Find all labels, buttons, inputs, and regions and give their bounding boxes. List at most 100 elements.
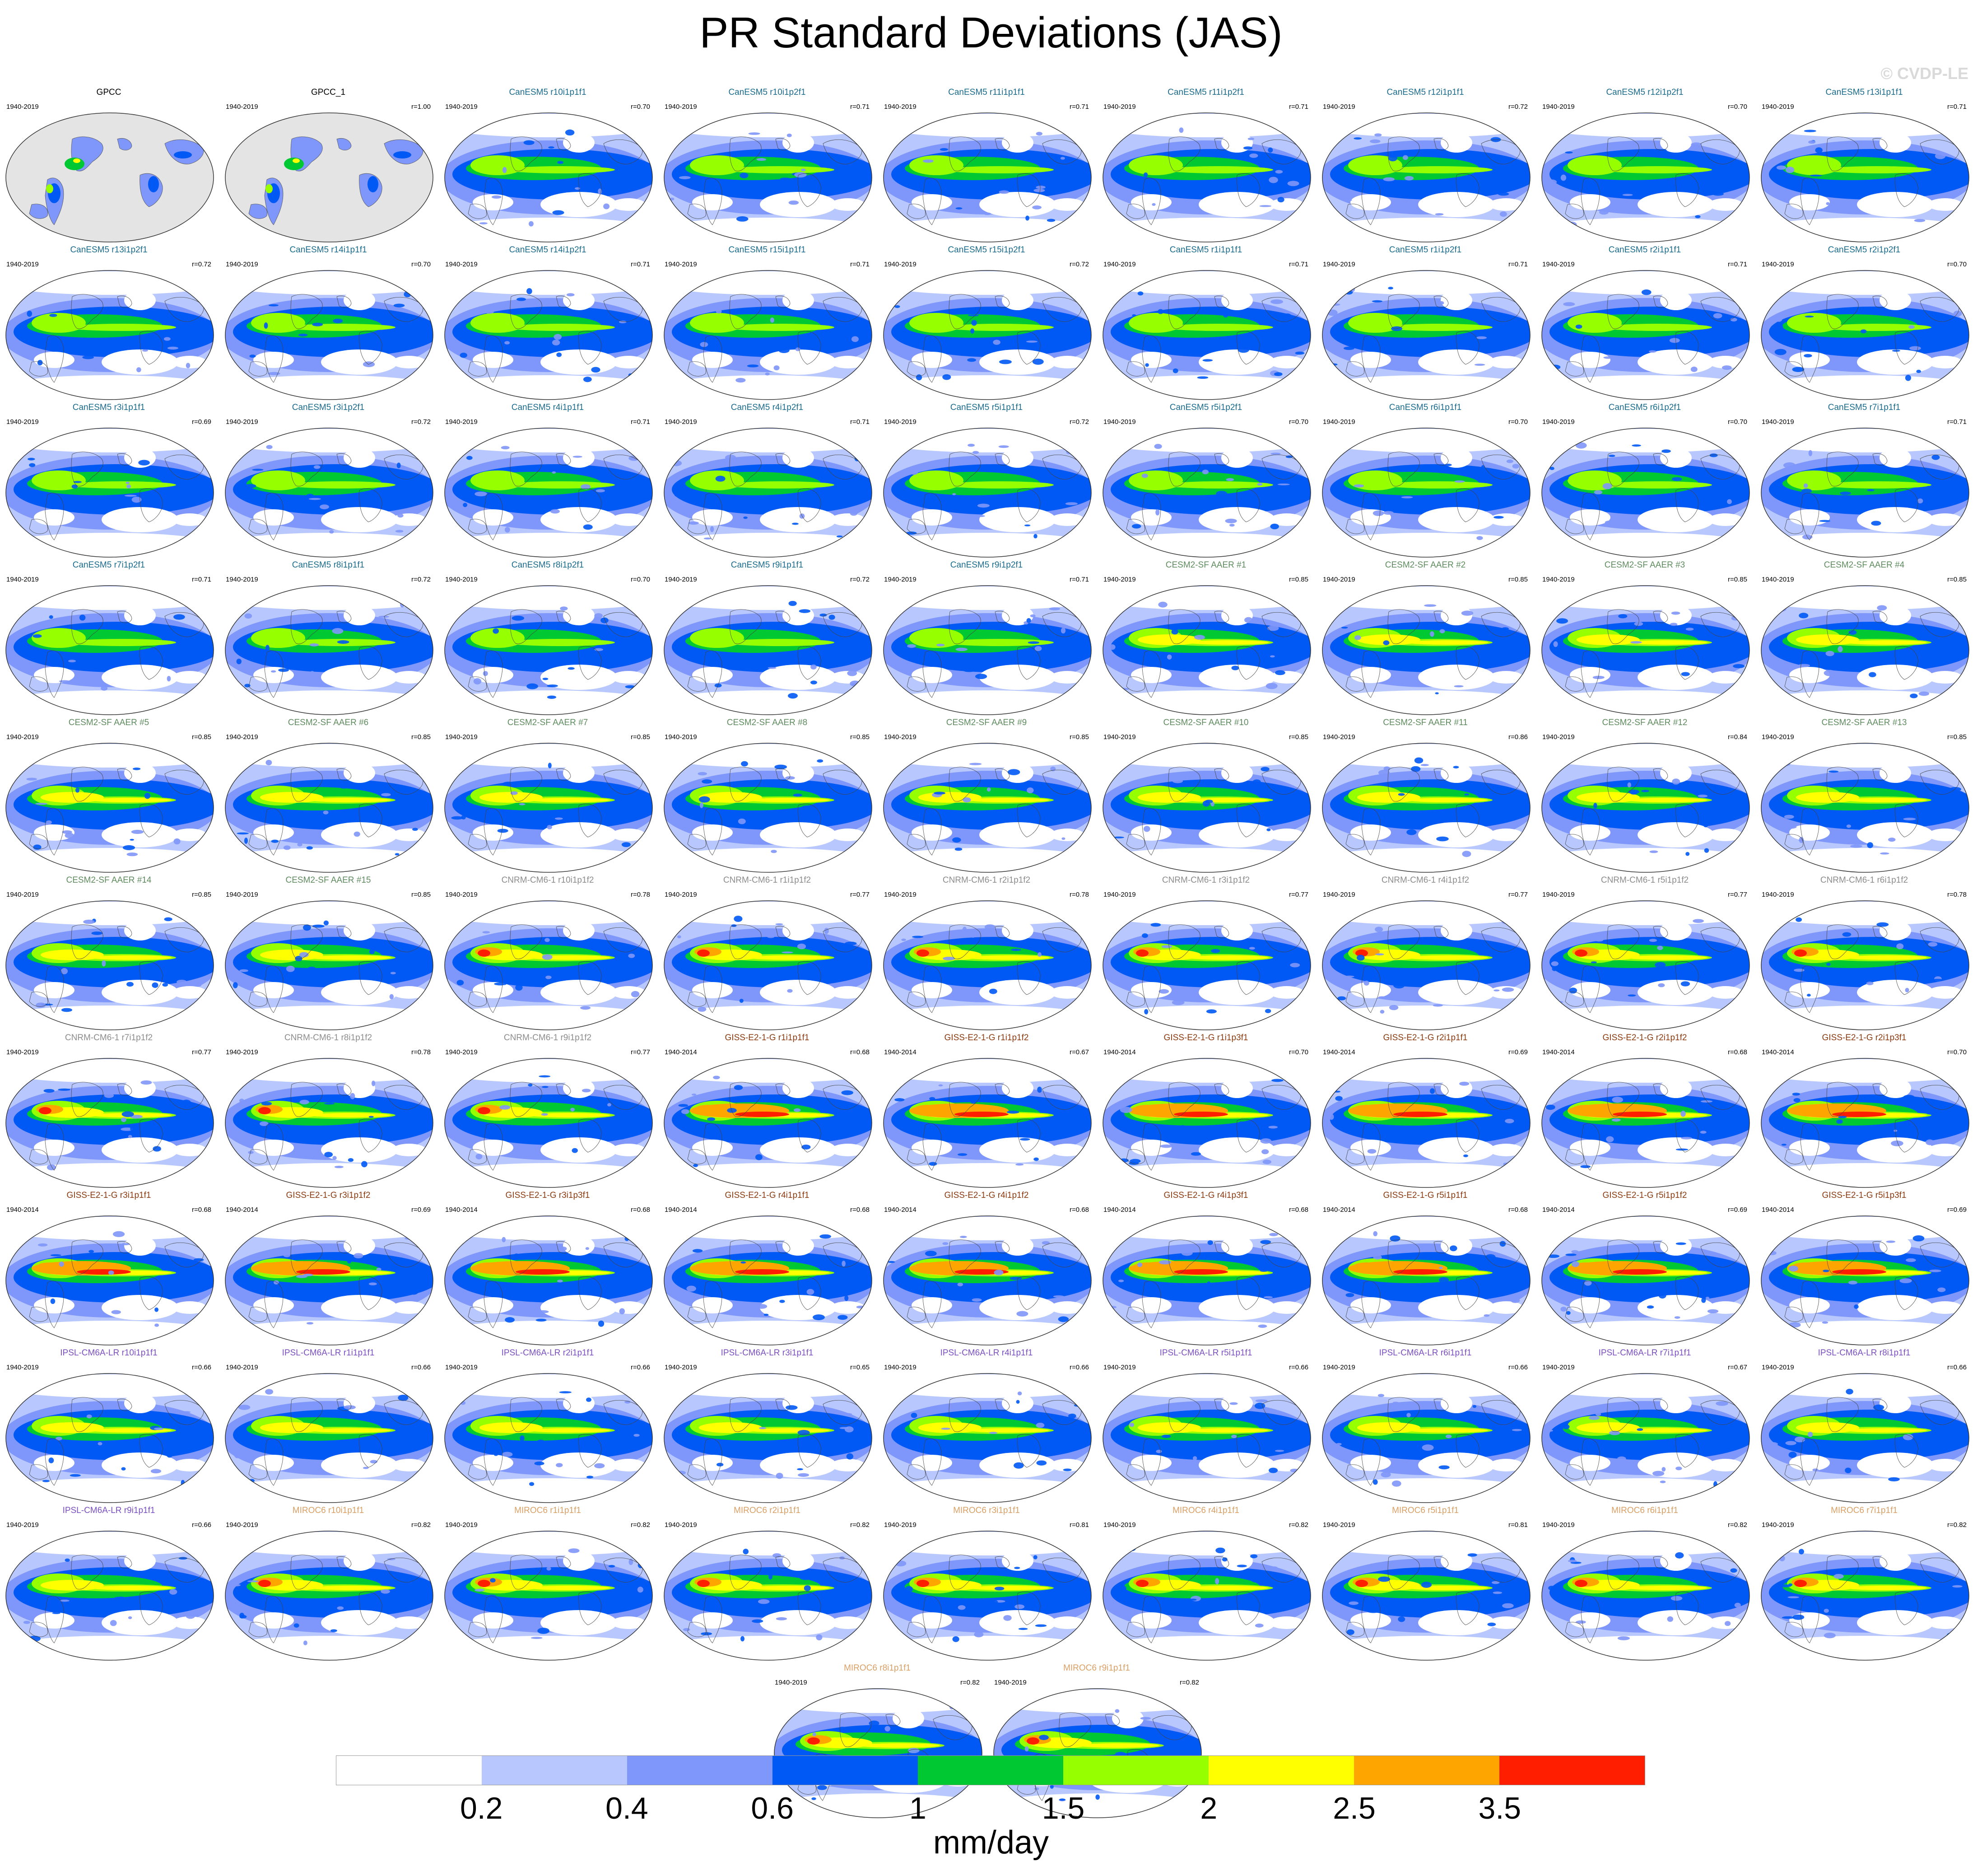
precip-stddev-map	[1761, 900, 1969, 1030]
colorbar-units-label: mm/day	[933, 1825, 1049, 1861]
panel-period: 1940-2014	[665, 1206, 697, 1214]
map-panel: CanESM5 r13i1p1f1 1940-2019 r=0.71	[1755, 88, 1973, 245]
map-panel: CanESM5 r5i1p2f1 1940-2019 r=0.70	[1097, 403, 1315, 560]
panel-pattern-correlation: r=0.66	[1070, 1364, 1089, 1371]
map-outline	[883, 1058, 1092, 1188]
map-panel: CESM2-SF AAER #14 1940-2019 r=0.85	[0, 875, 218, 1033]
precip-stddev-map	[5, 585, 214, 715]
colorbar-tick-label: 2.5	[1333, 1791, 1376, 1825]
map-panel: CanESM5 r1i1p2f1 1940-2019 r=0.71	[1317, 245, 1534, 402]
panel-period: 1940-2014	[1323, 1206, 1355, 1214]
map-outline	[993, 1688, 1202, 1818]
panel-period: 1940-2019	[226, 261, 258, 268]
precip-stddev-map	[883, 1215, 1092, 1345]
panel-title: MIROC6 r5i1p1f1	[1392, 1506, 1459, 1515]
panel-title: CanESM5 r1i1p2f1	[1389, 245, 1462, 255]
map-panel: GPCC_1 1940-2019 r=1.00	[219, 88, 437, 245]
panel-period: 1940-2019	[226, 1521, 258, 1529]
map-outline	[1541, 1058, 1750, 1188]
panel-period: 1940-2019	[884, 1521, 917, 1529]
map-panel: IPSL-CM6A-LR r3i1p1f1 1940-2019 r=0.65	[658, 1348, 876, 1505]
panel-period: 1940-2019	[1542, 261, 1575, 268]
panel-pattern-correlation: r=0.71	[631, 261, 650, 268]
panel-period: 1940-2019	[1762, 1521, 1794, 1529]
map-outline	[5, 1215, 214, 1345]
precip-stddev-map	[1761, 112, 1969, 242]
panel-pattern-correlation: r=0.82	[411, 1521, 431, 1529]
map-outline	[5, 743, 214, 873]
panel-pattern-correlation: r=0.85	[1508, 576, 1528, 583]
colorbar-swatch	[1499, 1756, 1645, 1785]
map-panel: CESM2-SF AAER #2 1940-2019 r=0.85	[1317, 560, 1534, 717]
map-outline	[444, 112, 653, 242]
panel-pattern-correlation: r=0.68	[1289, 1206, 1308, 1214]
map-outline	[664, 1531, 872, 1661]
panel-title: IPSL-CM6A-LR r10i1p1f1	[60, 1348, 158, 1358]
map-panel: MIROC6 r5i1p1f1 1940-2019 r=0.81	[1317, 1506, 1534, 1663]
map-outline	[225, 1531, 433, 1661]
map-outline	[1322, 1215, 1531, 1345]
map-outline	[1322, 428, 1531, 558]
map-outline	[1761, 112, 1969, 242]
map-outline	[1761, 1058, 1969, 1188]
colorbar	[336, 1755, 1645, 1785]
panel-pattern-correlation: r=0.81	[1070, 1521, 1089, 1529]
panel-period: 1940-2019	[884, 733, 917, 741]
panel-pattern-correlation: r=0.70	[1947, 261, 1967, 268]
panel-pattern-correlation: r=0.71	[1947, 418, 1967, 426]
panel-title: IPSL-CM6A-LR r3i1p1f1	[721, 1348, 814, 1358]
map-outline	[1761, 743, 1969, 873]
map-panel: CanESM5 r4i1p1f1 1940-2019 r=0.71	[439, 403, 656, 560]
map-panel: CESM2-SF AAER #8 1940-2019 r=0.85	[658, 718, 876, 875]
map-outline	[883, 112, 1092, 242]
panel-title: CESM2-SF AAER #3	[1604, 560, 1685, 570]
map-panel: CanESM5 r14i1p1f1 1940-2019 r=0.70	[219, 245, 437, 402]
panel-title: CESM2-SF AAER #6	[288, 718, 369, 727]
map-panel: CanESM5 r8i1p2f1 1940-2019 r=0.70	[439, 560, 656, 717]
panel-title: CanESM5 r15i1p1f1	[728, 245, 806, 255]
panel-title: CanESM5 r8i1p1f1	[292, 560, 365, 570]
panel-title: CNRM-CM6-1 r6i1p1f2	[1820, 875, 1908, 885]
panel-period: 1940-2019	[665, 733, 697, 741]
panel-pattern-correlation: r=0.85	[411, 891, 431, 898]
panel-title: IPSL-CM6A-LR r4i1p1f1	[940, 1348, 1033, 1358]
colorbar-swatch	[627, 1756, 772, 1785]
panel-pattern-correlation: r=0.70	[1728, 418, 1747, 426]
map-outline	[225, 585, 433, 715]
map-panel: GISS-E2-1-G r4i1p1f1 1940-2014 r=0.68	[658, 1191, 876, 1348]
precip-stddev-map	[1541, 900, 1750, 1030]
map-outline	[883, 270, 1092, 400]
map-panel: CanESM5 r9i1p2f1 1940-2019 r=0.71	[878, 560, 1095, 717]
map-outline	[444, 270, 653, 400]
panel-title: CNRM-CM6-1 r1i1p1f2	[723, 875, 811, 885]
precip-stddev-map	[5, 428, 214, 558]
panel-title: IPSL-CM6A-LR r2i1p1f1	[501, 1348, 594, 1358]
panel-pattern-correlation: r=0.85	[1289, 576, 1308, 583]
map-panel: CNRM-CM6-1 r1i1p1f2 1940-2019 r=0.77	[658, 875, 876, 1033]
map-panel: CNRM-CM6-1 r4i1p1f2 1940-2019 r=0.77	[1317, 875, 1534, 1033]
panel-period: 1940-2019	[1762, 261, 1794, 268]
panel-title: CNRM-CM6-1 r2i1p1f2	[942, 875, 1031, 885]
panel-title: GISS-E2-1-G r3i1p1f2	[286, 1191, 371, 1200]
panel-title: CanESM5 r13i1p2f1	[70, 245, 148, 255]
panel-title: CanESM5 r2i1p2f1	[1828, 245, 1901, 255]
map-outline	[444, 743, 653, 873]
precip-stddev-map	[444, 1531, 653, 1661]
panel-title: CNRM-CM6-1 r9i1p1f2	[503, 1033, 592, 1043]
panel-pattern-correlation: r=0.68	[631, 1206, 650, 1214]
precip-stddev-map	[1761, 585, 1969, 715]
panel-pattern-correlation: r=0.85	[192, 733, 211, 741]
panel-period: 1940-2019	[884, 418, 917, 426]
map-panel: MIROC6 r1i1p1f1 1940-2019 r=0.82	[439, 1506, 656, 1663]
map-panel: CanESM5 r4i1p2f1 1940-2019 r=0.71	[658, 403, 876, 560]
panel-pattern-correlation: r=0.69	[1508, 1048, 1528, 1056]
panel-title: MIROC6 r3i1p1f1	[953, 1506, 1020, 1515]
panel-pattern-correlation: r=0.72	[411, 576, 431, 583]
map-panel: CESM2-SF AAER #13 1940-2019 r=0.85	[1755, 718, 1973, 875]
precip-stddev-map	[883, 428, 1092, 558]
map-panel: IPSL-CM6A-LR r2i1p1f1 1940-2019 r=0.66	[439, 1348, 656, 1505]
panel-period: 1940-2019	[775, 1679, 807, 1686]
map-panel: CNRM-CM6-1 r7i1p1f2 1940-2019 r=0.77	[0, 1033, 218, 1190]
map-outline	[1103, 1215, 1311, 1345]
panel-title: CanESM5 r12i1p1f1	[1386, 88, 1464, 97]
